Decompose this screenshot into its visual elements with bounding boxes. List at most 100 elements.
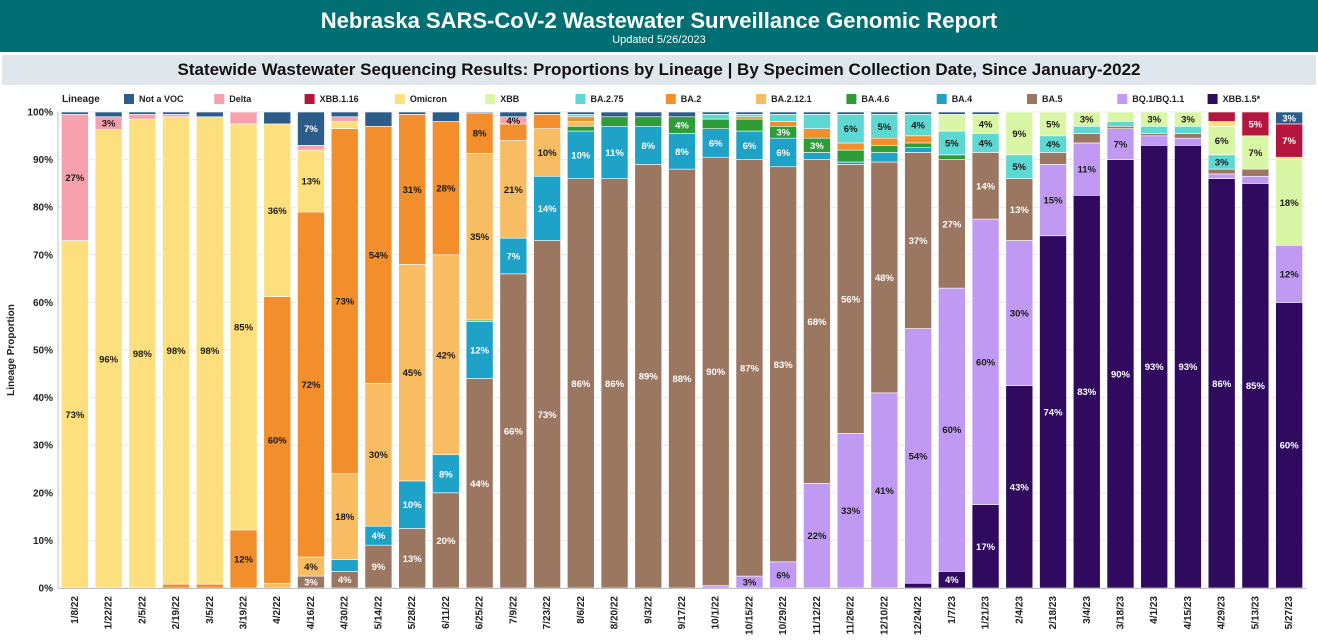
- bar-2-19-22[interactable]: 98%: [162, 111, 190, 589]
- segment-ba-2-75[interactable]: [1140, 125, 1169, 134]
- segment-not-a-voc[interactable]: [263, 111, 292, 125]
- segment-delta[interactable]: [229, 111, 258, 125]
- segment-not-a-voc[interactable]: [904, 111, 932, 115]
- segment-ba-2-12-1[interactable]: [432, 254, 460, 456]
- segment-xbb-1-16[interactable]: [1241, 111, 1270, 137]
- segment-ba-4[interactable]: [668, 133, 696, 170]
- segment-ba-4-6[interactable]: [904, 142, 932, 148]
- segment-ba-5[interactable]: [971, 152, 1000, 220]
- bar-4-29-23[interactable]: 86% 3% 6%: [1207, 111, 1236, 589]
- segment-ba-5[interactable]: [1039, 152, 1067, 165]
- segment-ba-4[interactable]: [836, 161, 865, 165]
- segment-ba-5[interactable]: [668, 168, 696, 589]
- segment-bq-1-bq-1-1[interactable]: [1241, 175, 1270, 184]
- legend-item-bq-1-bq-1-1[interactable]: BQ.1/BQ.1.1: [1117, 94, 1184, 104]
- segment-ba-2-75[interactable]: [1174, 125, 1202, 134]
- segment-xbb[interactable]: [1207, 125, 1236, 156]
- segment-omicron[interactable]: [128, 118, 157, 589]
- segment-not-a-voc[interactable]: [61, 111, 89, 115]
- bar-9-17-22[interactable]: 88% 8% 4%: [668, 111, 696, 589]
- segment-ba-5[interactable]: [432, 492, 460, 589]
- segment-ba-4[interactable]: [398, 480, 426, 529]
- segment-bq-1-bq-1-1[interactable]: [904, 328, 932, 584]
- bar-4-30-22[interactable]: 4% 18% 73%: [330, 111, 359, 589]
- segment-xbb[interactable]: [1039, 111, 1067, 137]
- segment-ba-2[interactable]: [297, 211, 325, 558]
- segment-ba-2[interactable]: [735, 116, 764, 120]
- bar-4-1-23[interactable]: 93% 3%: [1140, 111, 1169, 589]
- segment-not-a-voc[interactable]: [938, 111, 966, 115]
- bar-1-7-23[interactable]: 4% 60% 27% 5%: [938, 111, 966, 589]
- segment-delta[interactable]: [330, 116, 359, 122]
- segment-not-a-voc[interactable]: [701, 111, 730, 115]
- segment-ba-4[interactable]: [567, 130, 595, 179]
- segment-not-a-voc[interactable]: [94, 111, 123, 118]
- bar-1-8-22[interactable]: 73% 27%: [61, 111, 89, 589]
- segment-ba-5[interactable]: [567, 178, 595, 589]
- segment-ba-4-6[interactable]: [938, 154, 966, 160]
- bar-12-24-22[interactable]: 54% 37% 4%: [904, 111, 932, 589]
- segment-not-a-voc[interactable]: [330, 111, 359, 118]
- segment-omicron[interactable]: [1275, 156, 1303, 160]
- segment-not-a-voc[interactable]: [870, 111, 899, 115]
- legend-item-ba-2-12-1[interactable]: BA.2.12.1: [756, 94, 812, 104]
- segment-xbb[interactable]: [1106, 111, 1135, 122]
- segment-ba-5[interactable]: [769, 166, 797, 563]
- bar-3-19-22[interactable]: 12% 85%: [229, 111, 258, 589]
- legend-item-omicron[interactable]: Omicron: [394, 94, 447, 104]
- legend-item-xbb[interactable]: XBB: [485, 94, 520, 104]
- segment-ba-4[interactable]: [904, 147, 932, 153]
- segment-not-a-voc[interactable]: [803, 111, 831, 115]
- segment-xbb[interactable]: [938, 114, 966, 132]
- segment-ba-2-12-1[interactable]: [533, 128, 561, 177]
- segment-ba-2[interactable]: [803, 128, 831, 139]
- bar-5-27-23[interactable]: 60% 12% 18% 7% 3%: [1275, 111, 1303, 589]
- segment-not-a-voc[interactable]: [567, 111, 595, 115]
- legend-item-ba-4[interactable]: BA.4: [936, 94, 973, 104]
- segment-ba-4[interactable]: [870, 152, 899, 163]
- segment-not-a-voc[interactable]: [971, 111, 1000, 115]
- segment-delta[interactable]: [128, 114, 157, 120]
- segment-ba-2[interactable]: [263, 296, 292, 584]
- segment-delta[interactable]: [162, 114, 190, 118]
- segment-xbb[interactable]: [1140, 111, 1169, 127]
- bar-3-18-23[interactable]: 90% 7%: [1106, 111, 1135, 589]
- segment-not-a-voc[interactable]: [836, 111, 865, 115]
- segment-not-a-voc[interactable]: [668, 111, 696, 118]
- segment-ba-2[interactable]: [870, 137, 899, 146]
- segment-bq-1-bq-1-1[interactable]: [1140, 135, 1169, 146]
- segment-ba-5[interactable]: [904, 152, 932, 329]
- segment-ba-2-75[interactable]: [1106, 121, 1135, 127]
- bar-8-20-22[interactable]: 86% 11%: [600, 111, 629, 589]
- bar-2-18-23[interactable]: 74% 15% 4% 5%: [1039, 111, 1067, 589]
- segment-ba-2-75[interactable]: [769, 114, 797, 122]
- segment-xbb-1-5[interactable]: [971, 504, 1000, 589]
- segment-xbb-1-5[interactable]: [1275, 302, 1303, 589]
- segment-xbb-1-5[interactable]: [1106, 159, 1135, 589]
- segment-xbb-1-5[interactable]: [1140, 145, 1169, 589]
- segment-not-a-voc[interactable]: [634, 111, 663, 118]
- segment-ba-2-75[interactable]: [701, 114, 730, 120]
- segment-ba-4-6[interactable]: [836, 149, 865, 163]
- legend-item-ba-2-75[interactable]: BA.2.75: [575, 94, 624, 104]
- segment-ba-5[interactable]: [735, 159, 764, 577]
- segment-omicron[interactable]: [162, 116, 190, 585]
- segment-ba-2[interactable]: [904, 135, 932, 144]
- segment-bq-1-bq-1-1[interactable]: [938, 287, 966, 572]
- segment-ba-5[interactable]: [1174, 133, 1202, 139]
- segment-ba-2[interactable]: [465, 112, 494, 154]
- segment-ba-5[interactable]: [938, 159, 966, 289]
- segment-not-a-voc[interactable]: [195, 111, 224, 118]
- segment-ba-5[interactable]: [533, 240, 561, 589]
- segment-bq-1-bq-1-1[interactable]: [701, 585, 730, 589]
- segment-omicron[interactable]: [195, 116, 224, 585]
- segment-not-a-voc[interactable]: [769, 111, 797, 115]
- bar-10-15-22[interactable]: 3% 87% 6%: [735, 111, 764, 589]
- segment-ba-5[interactable]: [634, 164, 663, 589]
- bar-11-12-22[interactable]: 22% 68% 3%: [803, 111, 831, 589]
- bar-9-3-22[interactable]: 89% 8%: [634, 111, 663, 589]
- bar-6-11-22[interactable]: 20% 8% 42% 28%: [432, 111, 460, 589]
- legend-item-ba-5[interactable]: BA.5: [1027, 94, 1063, 104]
- bar-7-9-22[interactable]: 66% 7% 21% 4%: [499, 111, 528, 589]
- segment-not-a-voc[interactable]: [297, 111, 325, 146]
